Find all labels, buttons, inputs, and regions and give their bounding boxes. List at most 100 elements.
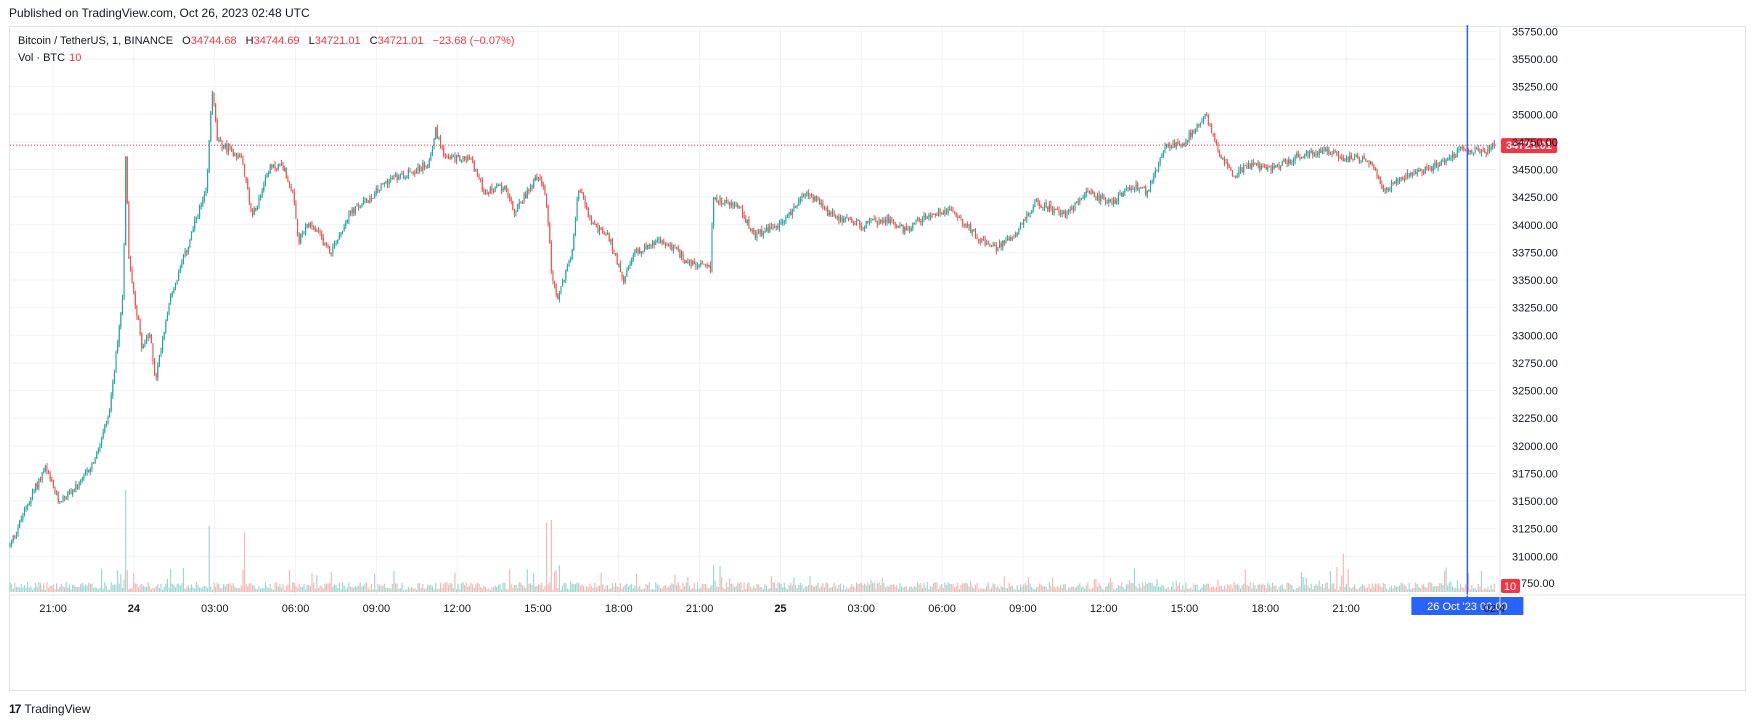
volume-bar [296,587,299,592]
volume-bar [976,583,978,592]
volume-bar [33,587,35,592]
tradingview-brand[interactable]: 17 TradingView [9,702,90,716]
volume-bar [1294,589,1296,592]
volume-bar [361,586,363,592]
candle-body [1288,159,1290,164]
crosshair-time-label: 26 Oct '23 00:00 [1427,601,1507,613]
volume-bar [1490,584,1492,592]
volume-bar [1215,586,1217,592]
volume-label[interactable]: Vol · BTC [18,52,66,64]
volume-bar [316,575,318,592]
volume-bar [358,585,360,592]
volume-bar [149,586,151,592]
candle-body [1344,158,1346,161]
volume-bar [1045,586,1047,592]
candle-body [714,197,716,199]
volume-bar [695,589,697,592]
volume-badge-label: 10 [1504,581,1516,593]
price-tick-label: 33250.00 [1512,303,1558,315]
candle-body [1339,157,1341,159]
candle-body [802,195,805,197]
volume-bar [655,582,657,592]
volume-bar [568,589,570,592]
candle-body [618,263,620,265]
volume-bar [1484,587,1486,592]
volume-bar [1413,587,1415,592]
volume-bar [537,584,540,592]
volume-bar [1368,583,1370,592]
candle-body [897,226,899,228]
volume-bar [713,565,715,592]
volume-bar [555,569,557,592]
candle-body [949,209,951,211]
volume-bar [473,587,475,592]
volume-bar [767,588,769,592]
volume-bar [676,584,678,592]
candle-body [126,156,128,203]
volume-bar [54,589,56,592]
candle-body [1389,188,1391,190]
volume-bar [594,582,596,592]
candle-body [981,238,983,242]
volume-bar [1113,589,1115,592]
volume-bar [883,582,885,592]
volume-bar [438,588,440,592]
volume-bar [1455,587,1457,592]
candle-body [28,503,30,506]
candle-body [997,247,999,251]
symbol-name[interactable]: Bitcoin / TetherUS, 1, BINANCE [18,35,174,47]
candle-body [412,172,414,174]
candle-body [464,156,466,159]
volume-bar [597,585,599,592]
price-tick-label: 33750.00 [1512,247,1558,259]
volume-bar [953,587,956,592]
candle-body [552,271,554,282]
candle-body [764,230,766,233]
time-tick-label: 18:00 [605,603,633,615]
candle-body [711,225,713,272]
volume-bar [321,585,323,592]
candle-body [745,218,747,223]
candle-body [264,177,266,185]
time-tick-label: 24 [128,603,141,615]
volume-bar [1103,589,1105,592]
volume-bar [942,587,944,592]
volume-bar [480,587,482,592]
candle-body [1376,169,1378,177]
candle-body [41,472,43,480]
volume-bar [632,588,634,592]
close-value: 34721.01 [377,35,424,47]
volume-bar [831,586,834,592]
volume-bar [926,582,928,592]
candle-body [245,177,247,181]
candle-body [1068,209,1070,212]
volume-bar [245,583,247,592]
volume-bar [335,584,337,592]
candle-body [1096,194,1099,200]
candle-body [491,187,493,192]
candle-body [38,479,40,488]
candle-body [364,198,366,201]
volume-bar [115,584,117,592]
candle-body [1235,175,1237,178]
candle-body [327,245,329,247]
candle-body [1164,146,1166,152]
candle-body [427,166,429,168]
volume-bar [741,589,744,592]
volume-bar [952,583,954,592]
volume-bar [1238,585,1240,592]
candle-body [1178,144,1181,146]
volume-bar [406,589,408,592]
candle-body [584,197,586,206]
candle-body [679,249,681,258]
chart-frame[interactable] [9,26,1746,691]
volume-bar [870,580,872,592]
volume-bar [345,589,347,592]
candle-body [460,160,462,162]
candle-body [549,223,551,243]
volume-badge [1501,579,1520,593]
candle-body [1103,195,1105,200]
candle-body [725,199,728,203]
volume-bar [1405,586,1407,592]
